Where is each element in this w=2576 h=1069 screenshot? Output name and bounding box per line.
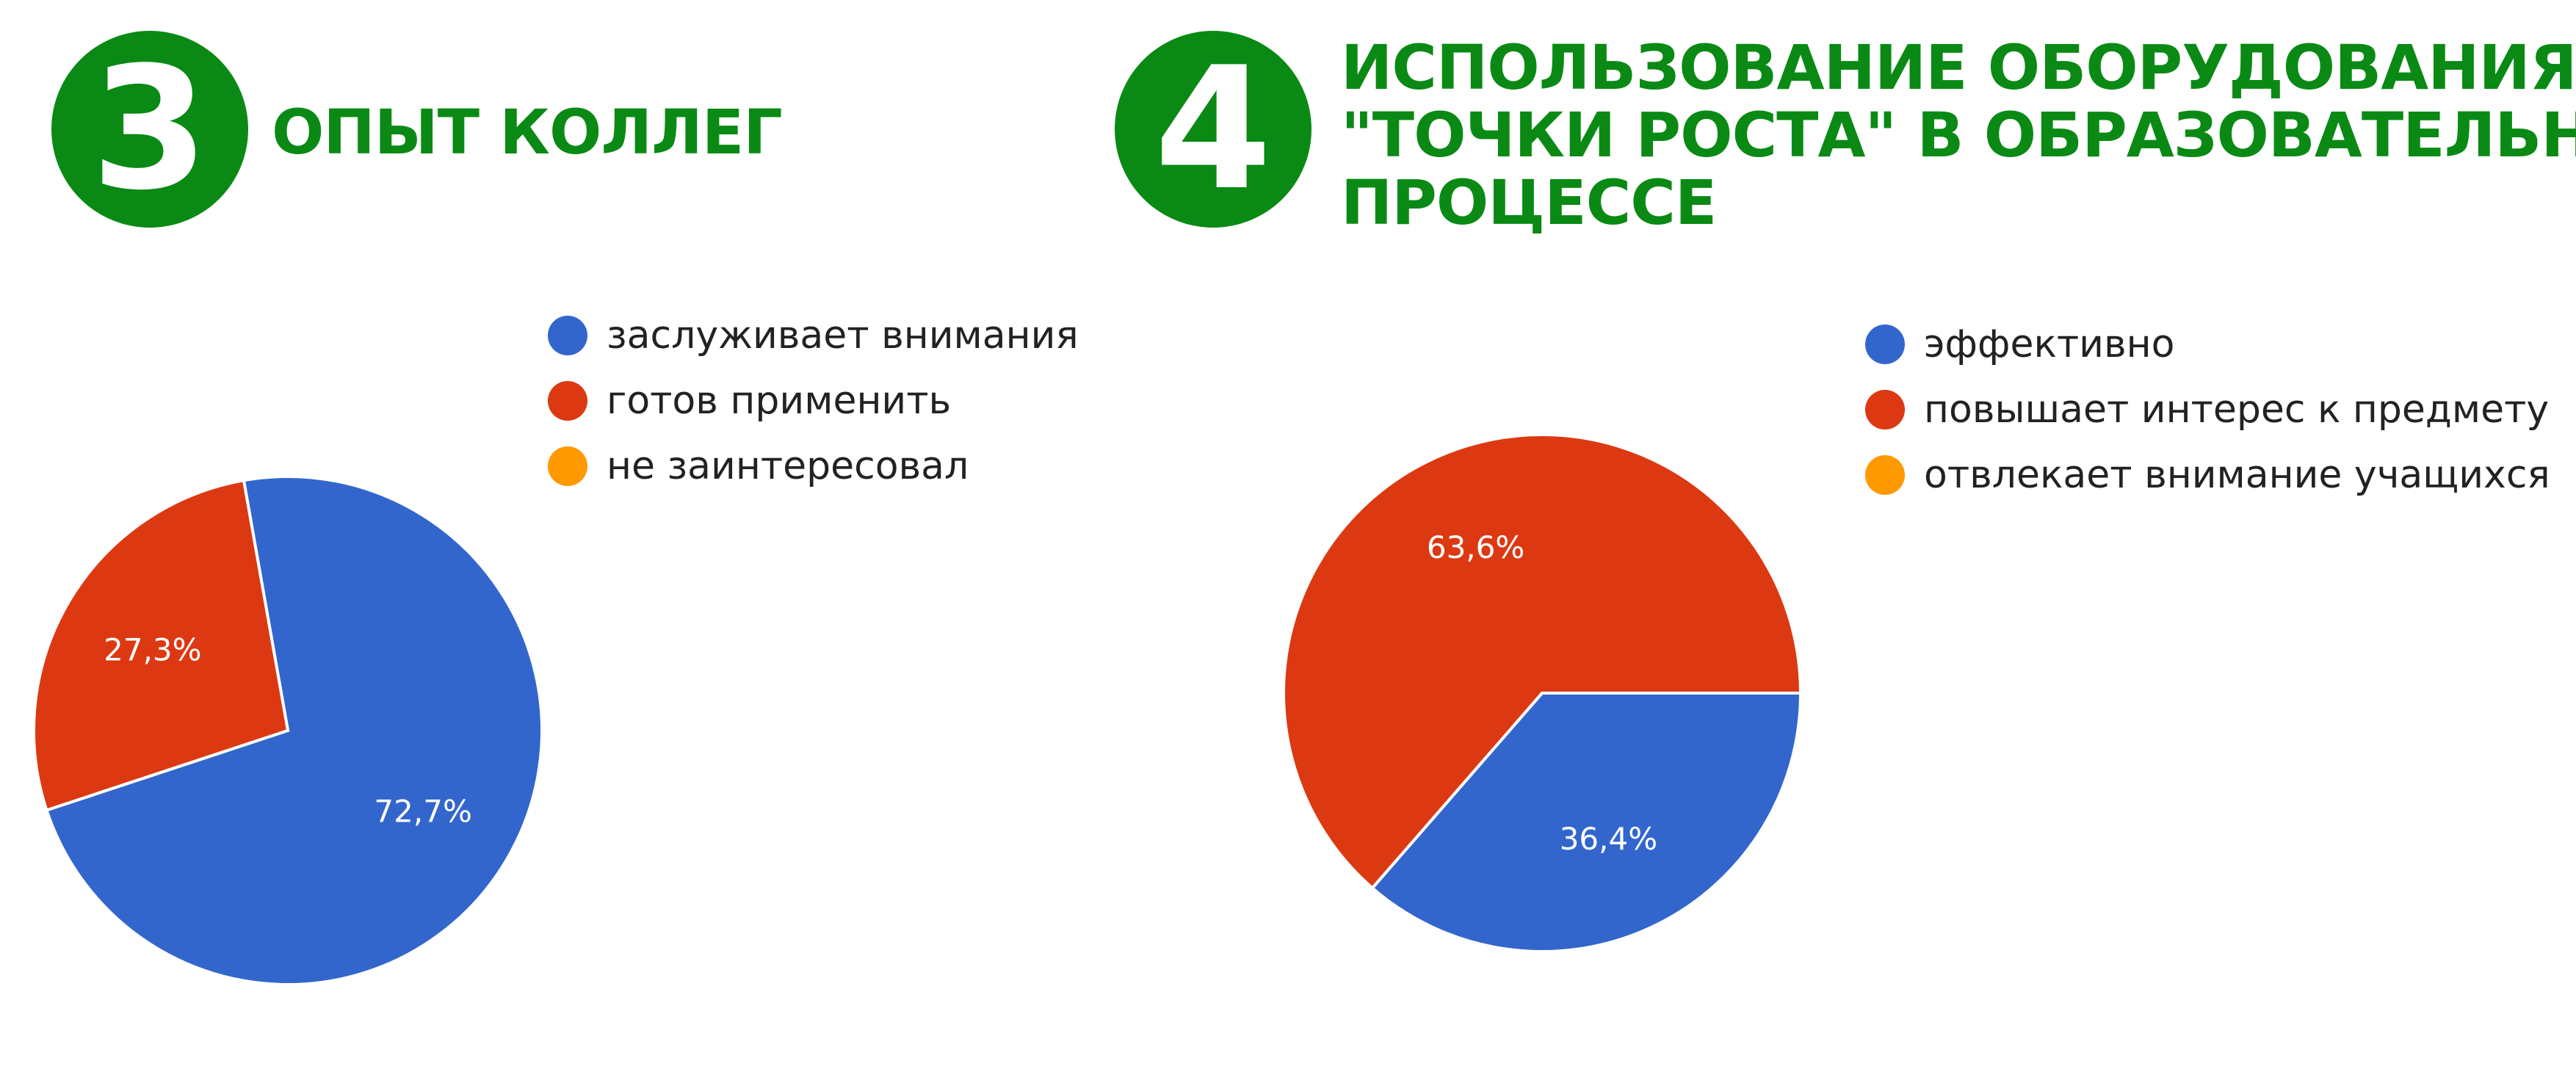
legend-item: отвлекает внимание учащихся <box>1865 442 2550 507</box>
slice-data-label: 63,6% <box>1427 529 1524 565</box>
legend-item: готов применить <box>548 368 1079 433</box>
slice-data-label: 36,4% <box>1560 821 1657 857</box>
chart-legend: эффективно повышает интерес к предмету о… <box>1865 311 2550 507</box>
number-badge: 3 <box>51 31 248 228</box>
chart-legend: заслуживает внимания готов применить не … <box>548 302 1079 499</box>
section-3: 3 ОПЫТ КОЛЛЕГ заслуживает внимания готов… <box>0 0 1248 1069</box>
heading-line: ПРОЦЕССЕ <box>1341 167 1717 239</box>
legend-item: повышает интерес к предмету <box>1865 377 2550 442</box>
legend-dot <box>1865 389 1905 430</box>
section-4: 4 ИСПОЛЬЗОВАНИЕ ОБОРУДОВАНИЯ "ТОЧКИ РОСТ… <box>1101 0 2576 1069</box>
slice-data-label: 27,3% <box>104 631 201 667</box>
legend-item: эффективно <box>1865 311 2550 377</box>
legend-dot <box>1865 454 1905 495</box>
section-heading: ОПЫТ КОЛЛЕГ <box>272 96 783 168</box>
legend-label: готов применить <box>607 378 952 423</box>
pie-chart: 72,7% 27,3% <box>32 475 543 986</box>
pie-chart: 36,4% 63,6% <box>1282 433 1803 953</box>
legend-item: заслуживает внимания <box>548 302 1079 368</box>
legend-dot <box>548 380 587 421</box>
heading-line: ИСПОЛЬЗОВАНИЕ ОБОРУДОВАНИЯ <box>1341 32 2576 104</box>
pie-slice <box>1370 692 1803 953</box>
legend-item: не заинтересовал <box>548 433 1079 499</box>
slice-data-label: 72,7% <box>374 794 471 830</box>
legend-label: не заинтересовал <box>607 443 969 488</box>
legend-dot <box>548 315 587 355</box>
legend-label: эффективно <box>1924 322 2175 366</box>
section-number: 3 <box>90 31 209 228</box>
heading-line: "ТОЧКИ РОСТА" В ОБРАЗОВАТЕЛЬНОМ <box>1341 99 2576 171</box>
pie-slice <box>1282 433 1803 891</box>
legend-dot <box>548 446 587 486</box>
section-heading: ИСПОЛЬЗОВАНИЕ ОБОРУДОВАНИЯ "ТОЧКИ РОСТА"… <box>1341 34 2576 236</box>
number-badge: 4 <box>1115 31 1311 228</box>
legend-label: заслуживает внимания <box>607 313 1079 358</box>
legend-label: отвлекает внимание учащихся <box>1924 452 2550 497</box>
pie-slice <box>44 475 543 986</box>
pie-slice <box>32 478 290 813</box>
legend-label: повышает интерес к предмету <box>1924 387 2550 432</box>
legend-dot <box>1865 324 1905 364</box>
heading-line: ОПЫТ КОЛЛЕГ <box>272 96 783 168</box>
section-number: 4 <box>1154 31 1273 228</box>
